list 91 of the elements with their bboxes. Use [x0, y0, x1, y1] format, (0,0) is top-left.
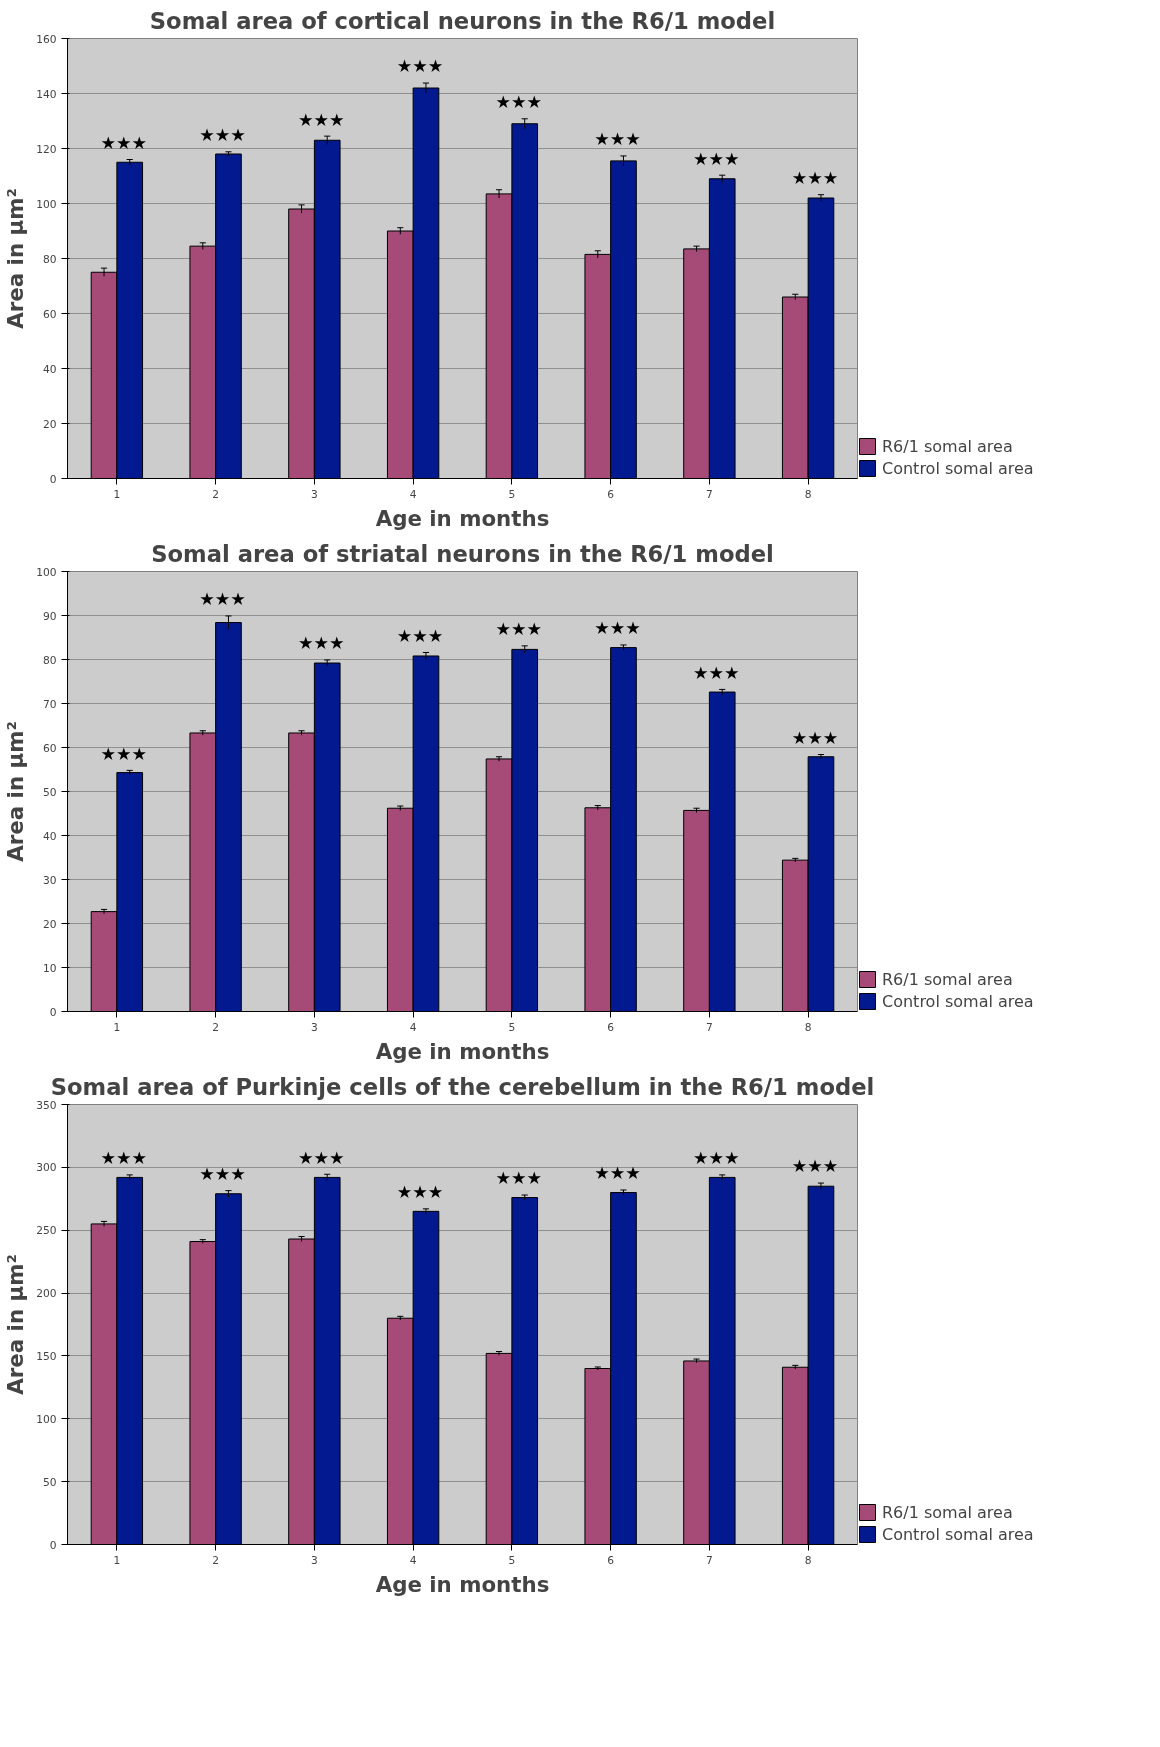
annotation: ★★★ [692, 662, 740, 683]
legend-label: R6/1 somal area [882, 1502, 1013, 1522]
annotation: ★★★ [100, 743, 148, 764]
legend-label: R6/1 somal area [882, 436, 1013, 456]
y-tick-label: 300 [36, 1161, 57, 1175]
y-axis-title: Area in µm² [3, 188, 29, 329]
annotation: ★★★ [297, 1147, 345, 1168]
annotation: ★★★ [396, 56, 444, 77]
x-tick-label: 1 [113, 1553, 121, 1567]
x-tick-label: 1 [113, 1020, 121, 1034]
y-tick-label: 250 [36, 1224, 57, 1238]
x-tick-label: 6 [607, 487, 615, 501]
y-tick-label: 100 [36, 1412, 57, 1426]
annotation: ★★★ [199, 1164, 246, 1185]
x-tick-label: 1 [113, 487, 121, 501]
y-tick-label: 160 [36, 32, 57, 46]
y-tick-label: 90 [42, 609, 57, 623]
y-tick-label: 0 [49, 1005, 57, 1019]
annotation: ★★★ [594, 618, 641, 639]
y-tick-label: 120 [36, 142, 57, 156]
legend-label: Control somal area [882, 458, 1034, 478]
legend-label: Control somal area [882, 1524, 1034, 1544]
annotation: ★★★ [495, 1168, 543, 1189]
y-tick-label: 70 [42, 697, 57, 711]
y-tick-label: 100 [36, 565, 57, 579]
y-tick-label: 40 [42, 362, 57, 376]
annotation: ★★★ [791, 1156, 839, 1177]
x-axis-title: Age in months [375, 1038, 550, 1064]
x-tick-label: 4 [409, 1020, 417, 1034]
annotation: ★★★ [791, 168, 839, 189]
annotation: ★★★ [396, 625, 444, 646]
x-tick-label: 8 [804, 1553, 812, 1567]
y-tick-label: 40 [42, 829, 57, 843]
annotation: ★★★ [594, 129, 641, 150]
y-tick-label: 60 [42, 307, 57, 321]
x-tick-label: 3 [310, 1020, 318, 1034]
annotation: ★★★ [692, 148, 740, 169]
y-tick-label: 0 [49, 472, 57, 486]
chart-title: Somal area of striatal neurons in the R6/1 model [151, 540, 774, 567]
y-tick-label: 20 [42, 417, 57, 431]
annotation: ★★★ [199, 125, 246, 146]
x-tick-label: 8 [804, 487, 812, 501]
y-tick-label: 140 [36, 87, 57, 101]
x-tick-label: 3 [310, 1553, 318, 1567]
annotation: ★★★ [297, 109, 345, 130]
y-tick-label: 200 [36, 1287, 57, 1301]
x-axis-title: Age in months [375, 505, 550, 531]
y-axis-title: Area in µm² [3, 721, 29, 862]
y-tick-label: 20 [42, 917, 57, 931]
legend-label: Control somal area [882, 991, 1034, 1011]
y-tick-label: 10 [42, 961, 57, 975]
x-tick-label: 5 [508, 487, 516, 501]
chart-title: Somal area of Purkinje cells of the cerebellum in the R6/1 model [50, 1073, 875, 1100]
x-tick-label: 2 [212, 487, 220, 501]
x-tick-label: 5 [508, 1553, 516, 1567]
annotation: ★★★ [594, 1163, 641, 1184]
annotation: ★★★ [692, 1148, 740, 1169]
legend-label: R6/1 somal area [882, 969, 1013, 989]
x-axis-title: Age in months [375, 1571, 550, 1597]
x-tick-label: 6 [607, 1020, 615, 1034]
annotation: ★★★ [396, 1182, 444, 1203]
annotation: ★★★ [297, 633, 345, 654]
x-tick-label: 5 [508, 1020, 516, 1034]
y-tick-label: 50 [42, 1475, 57, 1489]
y-tick-label: 100 [36, 197, 57, 211]
y-axis-title: Area in µm² [3, 1254, 29, 1395]
y-tick-label: 60 [42, 741, 57, 755]
x-tick-label: 2 [212, 1020, 220, 1034]
annotation: ★★★ [199, 589, 246, 610]
chart-title: Somal area of cortical neurons in the R6/1 model [149, 7, 776, 34]
x-tick-label: 8 [804, 1020, 812, 1034]
y-tick-label: 80 [42, 653, 57, 667]
x-tick-label: 7 [705, 487, 713, 501]
x-tick-label: 4 [409, 1553, 417, 1567]
annotation: ★★★ [791, 727, 839, 748]
x-tick-label: 4 [409, 487, 417, 501]
annotation: ★★★ [100, 132, 148, 153]
annotation: ★★★ [100, 1148, 148, 1169]
x-tick-label: 7 [705, 1553, 713, 1567]
y-tick-label: 30 [42, 873, 57, 887]
y-tick-label: 50 [42, 785, 57, 799]
y-tick-label: 0 [49, 1538, 57, 1552]
x-tick-label: 7 [705, 1020, 713, 1034]
y-tick-label: 350 [36, 1098, 57, 1112]
x-tick-label: 3 [310, 487, 318, 501]
x-tick-label: 6 [607, 1553, 615, 1567]
annotation: ★★★ [495, 619, 543, 640]
annotation: ★★★ [495, 92, 543, 113]
x-tick-label: 2 [212, 1553, 220, 1567]
y-tick-label: 150 [36, 1349, 57, 1363]
y-tick-label: 80 [42, 252, 57, 266]
